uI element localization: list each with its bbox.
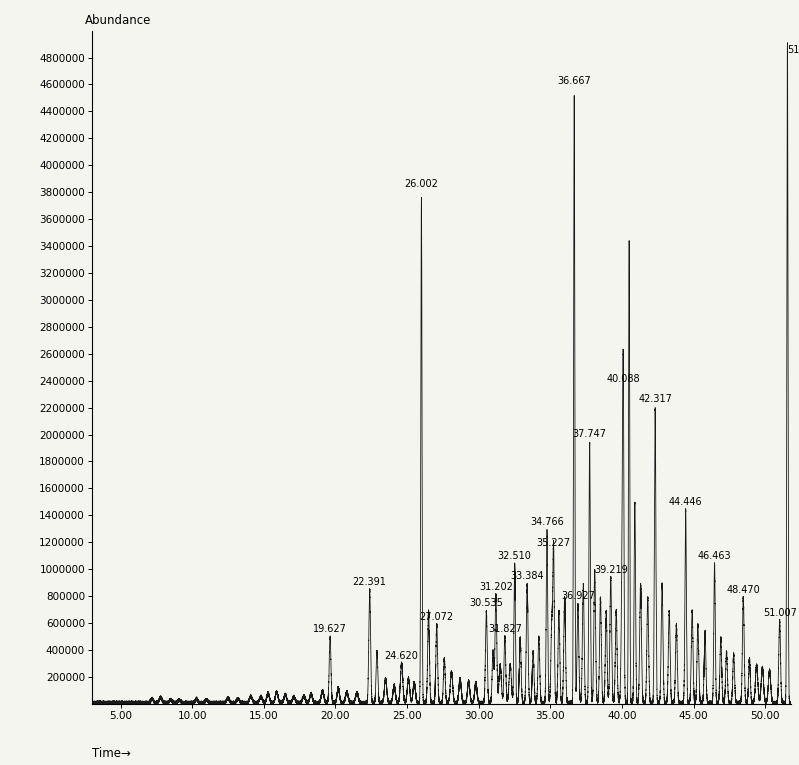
Text: 26.002: 26.002 [404,179,439,189]
Text: 36.667: 36.667 [558,76,591,86]
Text: Time→: Time→ [92,747,131,760]
Text: Abundance: Abundance [85,15,151,28]
Text: 34.766: 34.766 [530,517,564,527]
Text: 32.510: 32.510 [498,551,531,561]
Text: 27.072: 27.072 [419,612,454,622]
Text: 35.227: 35.227 [536,538,570,548]
Text: 51|5…: 51|5… [787,44,799,54]
Text: 30.535: 30.535 [470,598,503,608]
Text: 40.088: 40.088 [606,374,640,384]
Text: 31.202: 31.202 [479,582,513,592]
Text: 37.747: 37.747 [573,428,606,439]
Text: 24.620: 24.620 [384,651,419,661]
Text: 19.627: 19.627 [313,623,347,633]
Text: 39.219: 39.219 [594,565,628,575]
Text: 46.463: 46.463 [698,551,731,561]
Text: 42.317: 42.317 [638,395,672,405]
Text: 48.470: 48.470 [726,584,760,594]
Text: 44.446: 44.446 [669,497,702,507]
Text: 36.927: 36.927 [561,591,595,601]
Text: 33.384: 33.384 [511,571,544,581]
Text: 51.007: 51.007 [763,607,797,617]
Text: 22.391: 22.391 [352,577,387,587]
Text: 31.827: 31.827 [488,623,522,633]
